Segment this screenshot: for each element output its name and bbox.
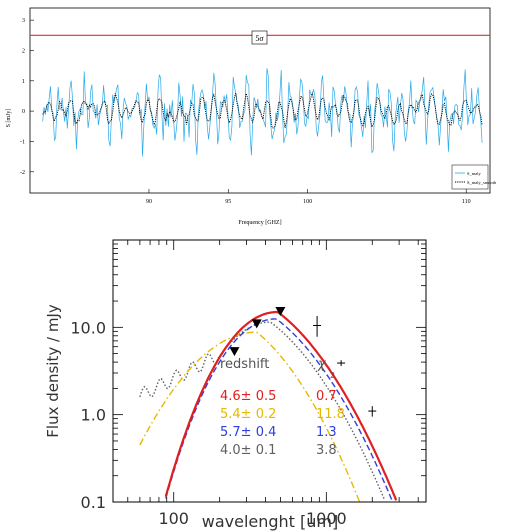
spectrum-series-smooth: [42, 92, 483, 129]
sed-fit-curve: [139, 321, 385, 499]
fit-redshift-value: 5.4± 0.2: [220, 407, 276, 422]
sed-xlabel: wavelenght [um]: [202, 512, 339, 531]
sed-ylabel: Flux density / mJy: [44, 304, 62, 438]
spectrum-ytick-label: 0: [22, 109, 25, 115]
sed-data-points: [229, 306, 377, 417]
sed-upper-limit-triangle: [275, 306, 286, 316]
spectrum-ytick-label: 3: [22, 18, 25, 24]
sed-ytick-label: 10.0: [70, 318, 106, 337]
spectrum-ytick-label: 1: [22, 79, 25, 85]
spectrum-ytick-label: -1: [20, 139, 25, 145]
spectrum-ytick-label: 2: [22, 48, 25, 54]
sed-fit-curve: [165, 318, 393, 500]
fit-chi2-value: 0.7: [316, 389, 337, 404]
fit-redshift-value: 4.6± 0.5: [220, 389, 276, 404]
sed-fit-curve: [164, 310, 398, 501]
legend-entry-raw: S_maly: [467, 171, 482, 176]
five-sigma-label: 5σ: [255, 34, 264, 43]
spectrum-panel: -2 -1 0 1 2 3 90 95 100 110 5σ S [mJy] Frequency …: [6, 7, 497, 226]
spectrum-series: [42, 68, 483, 157]
spectrum-ticks: -2 -1 0 1 2 3 90 95 100 110: [20, 18, 471, 205]
fit-redshift-value: 4.0± 0.1: [220, 443, 276, 458]
sed-xtick-label: 100: [158, 509, 189, 528]
sed-ticks: 0.1 1.0 10.0 100 1000: [70, 240, 426, 528]
sed-plot-frame: [112, 239, 427, 503]
spectrum-ylabel: S [mJy]: [6, 109, 12, 128]
chi2-header-symbol: χ: [317, 357, 327, 372]
sed-fit-curve: [139, 331, 361, 503]
sed-ytick-label: 0.1: [81, 493, 106, 512]
sed-upper-limit-triangle: [229, 347, 240, 357]
spectrum-xtick-label: 95: [225, 199, 231, 205]
redshift-header: redshift: [220, 357, 269, 372]
spectrum-legend: S_maly S_maly_smooth: [451, 164, 497, 190]
sed-upper-limit-triangle: [251, 319, 262, 329]
spectrum-xlabel: Frequency [GHZ]: [238, 220, 281, 226]
spectrum-xtick-label: 110: [462, 199, 471, 205]
spectrum-plot-frame: [29, 7, 491, 194]
spectrum-xtick-label: 100: [303, 199, 312, 205]
five-sigma-label-box: 5σ: [251, 30, 268, 45]
sed-ytick-label: 1.0: [81, 406, 106, 425]
legend-entry-smooth: S_maly_smooth: [467, 180, 497, 185]
sed-xtick-label: 1000: [306, 509, 347, 528]
fit-table: 4.6± 0.5 0.7 5.4± 0.2 11.8 5.7± 0.4 1.3 4.0± 0…: [220, 389, 345, 458]
chi2-header: χ 2: [317, 357, 335, 380]
fit-redshift-value: 5.7± 0.4: [220, 425, 276, 440]
fit-chi2-value: 1.3: [316, 425, 337, 440]
spectrum-series-raw: [42, 68, 483, 157]
spectrum-xtick-label: 90: [146, 199, 152, 205]
spectrum-ytick-label: -2: [20, 170, 25, 176]
fit-chi2-value: 3.8: [316, 443, 337, 458]
chi2-header-sup: 2: [330, 371, 335, 380]
fit-chi2-value: 11.8: [316, 407, 345, 422]
